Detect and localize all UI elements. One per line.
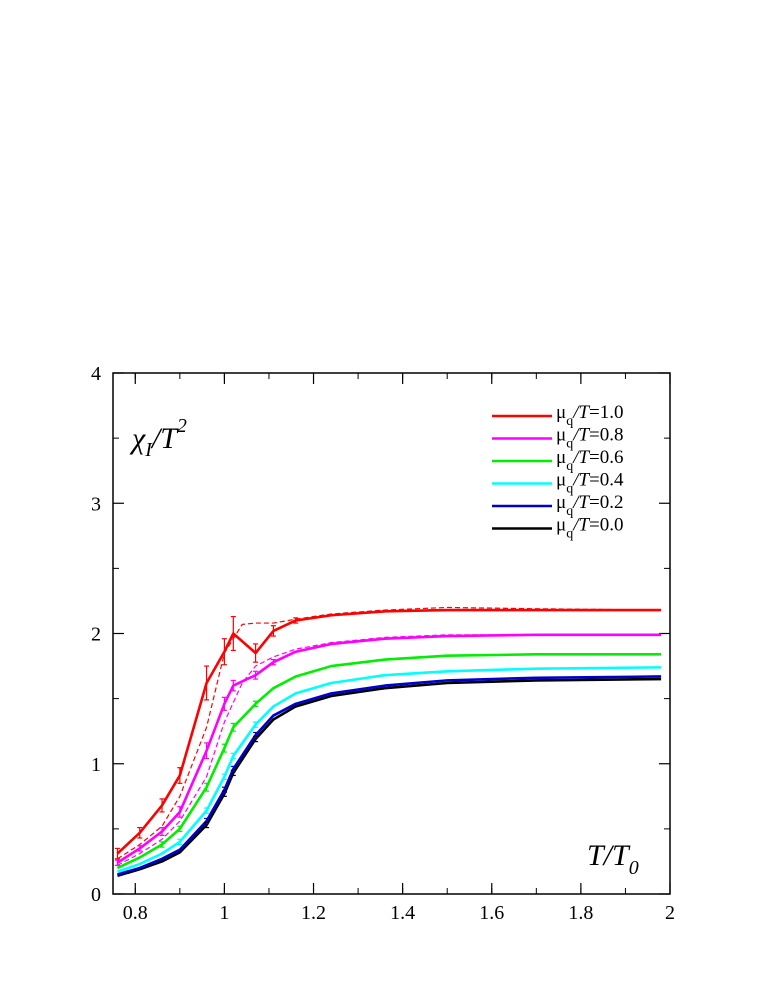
series-line — [116, 608, 662, 855]
legend-label: μq/T=1.0 — [556, 402, 624, 429]
dashed-curves — [117, 606, 662, 866]
dashed-curve — [117, 606, 662, 860]
axis-ticks — [113, 372, 671, 895]
x-tick-label: 1.2 — [301, 902, 326, 924]
legend: μq/T=1.0μq/T=0.8μq/T=0.6μq/T=0.4μq/T=0.2… — [492, 402, 624, 542]
x-axis-title: T/T0 — [587, 839, 639, 879]
legend-label: μq/T=0.0 — [556, 515, 624, 542]
legend-label: μq/T=0.4 — [556, 470, 624, 497]
x-tick-label: 2 — [665, 902, 675, 924]
y-tick-label: 0 — [91, 884, 101, 906]
x-tick-label: 1 — [219, 902, 229, 924]
x-tick-label: 1.8 — [568, 902, 593, 924]
y-axis-title: χI/T2 — [129, 415, 187, 461]
x-tick-label: 0.8 — [123, 902, 148, 924]
x-tick-label: 1.4 — [390, 902, 415, 924]
legend-label: μq/T=0.8 — [556, 425, 624, 452]
dashed-curve — [117, 634, 662, 866]
x-tick-label: 1.6 — [479, 902, 504, 924]
y-tick-label: 3 — [91, 493, 101, 515]
legend-label: μq/T=0.2 — [556, 492, 624, 519]
y-tick-label: 4 — [91, 363, 101, 385]
y-tick-label: 1 — [91, 754, 101, 776]
error-bars — [114, 615, 299, 866]
axis-tick-labels: 0.8 1 1.2 1.4 1.6 1.8 2 0 1 2 3 4 — [91, 363, 675, 924]
series-curves — [116, 608, 662, 878]
legend-label: μq/T=0.6 — [556, 447, 624, 474]
y-tick-label: 2 — [91, 624, 101, 646]
